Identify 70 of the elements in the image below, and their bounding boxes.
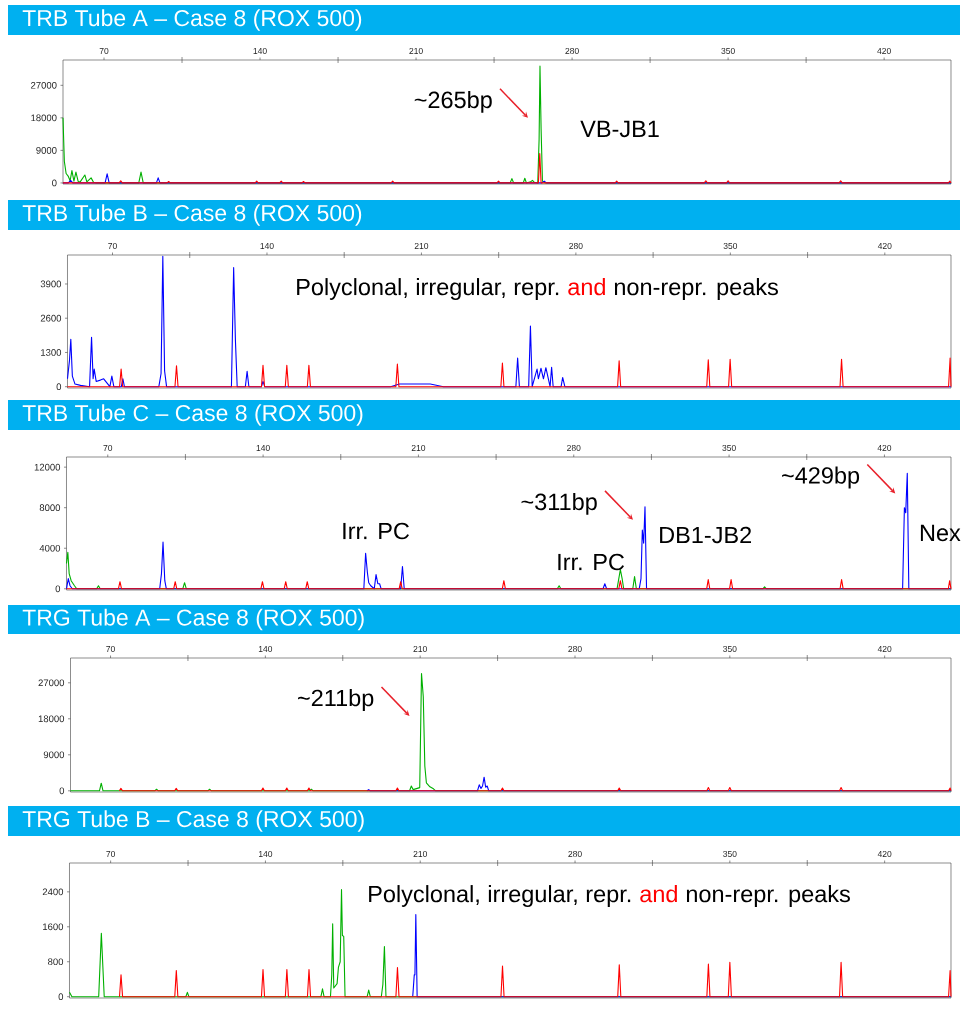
y-tick-label: 0 — [56, 383, 62, 391]
chart-title: TRG Tube B – Case 8 (ROX 500) — [22, 810, 364, 832]
x-tick-label: 350 — [721, 47, 735, 54]
x-tick-label: 70 — [106, 850, 116, 857]
y-tick-label: 9000 — [43, 751, 65, 759]
x-tick-label: 280 — [567, 444, 581, 451]
y-tick-label: 0 — [55, 585, 61, 593]
y-tick-label: 2600 — [40, 314, 62, 322]
x-tick-label: 140 — [258, 850, 273, 857]
x-tick-label: 420 — [877, 850, 892, 857]
annotation: ~265bp — [414, 90, 492, 113]
annotation: DB1-JB2 — [660, 526, 752, 544]
x-tick-label: 210 — [409, 47, 423, 54]
y-tick-label: 8000 — [39, 504, 61, 512]
x-tick-label: 140 — [260, 242, 274, 249]
y-tick-label: 18000 — [31, 114, 57, 122]
chart-title: TRG Tube A – Case 8 (ROX 500) — [22, 608, 364, 631]
annotation: ~311bp — [521, 492, 597, 515]
y-tick-label: 12000 — [34, 463, 61, 471]
x-tick-label: 140 — [258, 645, 273, 652]
x-tick-label: 210 — [411, 444, 426, 451]
annotation: Nex — [920, 524, 961, 542]
x-tick-label: 210 — [414, 242, 429, 249]
x-tick-label: 210 — [413, 850, 427, 857]
y-tick-label: 4000 — [39, 544, 61, 552]
annotation: ~211bp — [298, 689, 374, 711]
y-tick-label: 27000 — [31, 81, 57, 89]
y-tick-label: 800 — [48, 958, 64, 966]
annotation: VB-JB1 — [580, 120, 659, 138]
x-tick-label: 420 — [877, 444, 892, 451]
x-tick-label: 70 — [99, 47, 109, 54]
annotation: non-repr. peaks — [686, 885, 850, 907]
y-tick-label: 9000 — [36, 147, 57, 154]
x-tick-label: 70 — [103, 444, 113, 451]
x-tick-label: 420 — [877, 242, 892, 249]
x-tick-label: 420 — [877, 47, 891, 54]
y-tick-label: 2400 — [42, 888, 64, 896]
annotation: Irr. PC — [558, 553, 625, 571]
annotation: non-repr. peaks — [614, 278, 778, 300]
annotation: and — [640, 885, 677, 903]
y-tick-label: 1600 — [43, 923, 64, 931]
chart-title: TRB Tube A – Case 8 (ROX 500) — [22, 9, 362, 31]
x-tick-label: 350 — [723, 645, 737, 652]
x-tick-label: 280 — [568, 850, 582, 857]
x-tick-label: 280 — [568, 645, 582, 652]
y-tick-label: 0 — [52, 179, 57, 187]
chart-title: TRB Tube B – Case 8 (ROX 500) — [22, 204, 362, 226]
x-tick-label: 70 — [108, 242, 117, 249]
y-tick-label: 3900 — [40, 280, 62, 288]
x-tick-label: 140 — [253, 47, 267, 54]
x-tick-label: 210 — [413, 645, 427, 652]
y-tick-label: 1300 — [41, 349, 62, 356]
annotation: and — [568, 278, 605, 296]
x-tick-label: 70 — [106, 645, 115, 652]
y-tick-label: 18000 — [38, 715, 65, 723]
x-tick-label: 350 — [722, 444, 736, 451]
chart-title: TRB Tube C – Case 8 (ROX 500) — [22, 404, 363, 426]
x-tick-label: 420 — [877, 645, 892, 652]
x-tick-label: 350 — [723, 242, 738, 249]
x-tick-label: 280 — [569, 242, 583, 249]
annotation: ~429bp — [782, 466, 860, 489]
y-tick-label: 0 — [59, 787, 65, 795]
x-tick-label: 140 — [256, 444, 270, 451]
y-tick-label: 0 — [58, 993, 64, 1001]
x-tick-label: 280 — [565, 47, 579, 54]
annotation: Polyclonal, irregular, repr. — [369, 885, 631, 907]
y-tick-label: 27000 — [38, 679, 65, 687]
annotation: Polyclonal, irregular, repr. — [297, 278, 559, 300]
annotation: Irr. PC — [343, 522, 410, 540]
x-tick-label: 350 — [723, 850, 737, 857]
